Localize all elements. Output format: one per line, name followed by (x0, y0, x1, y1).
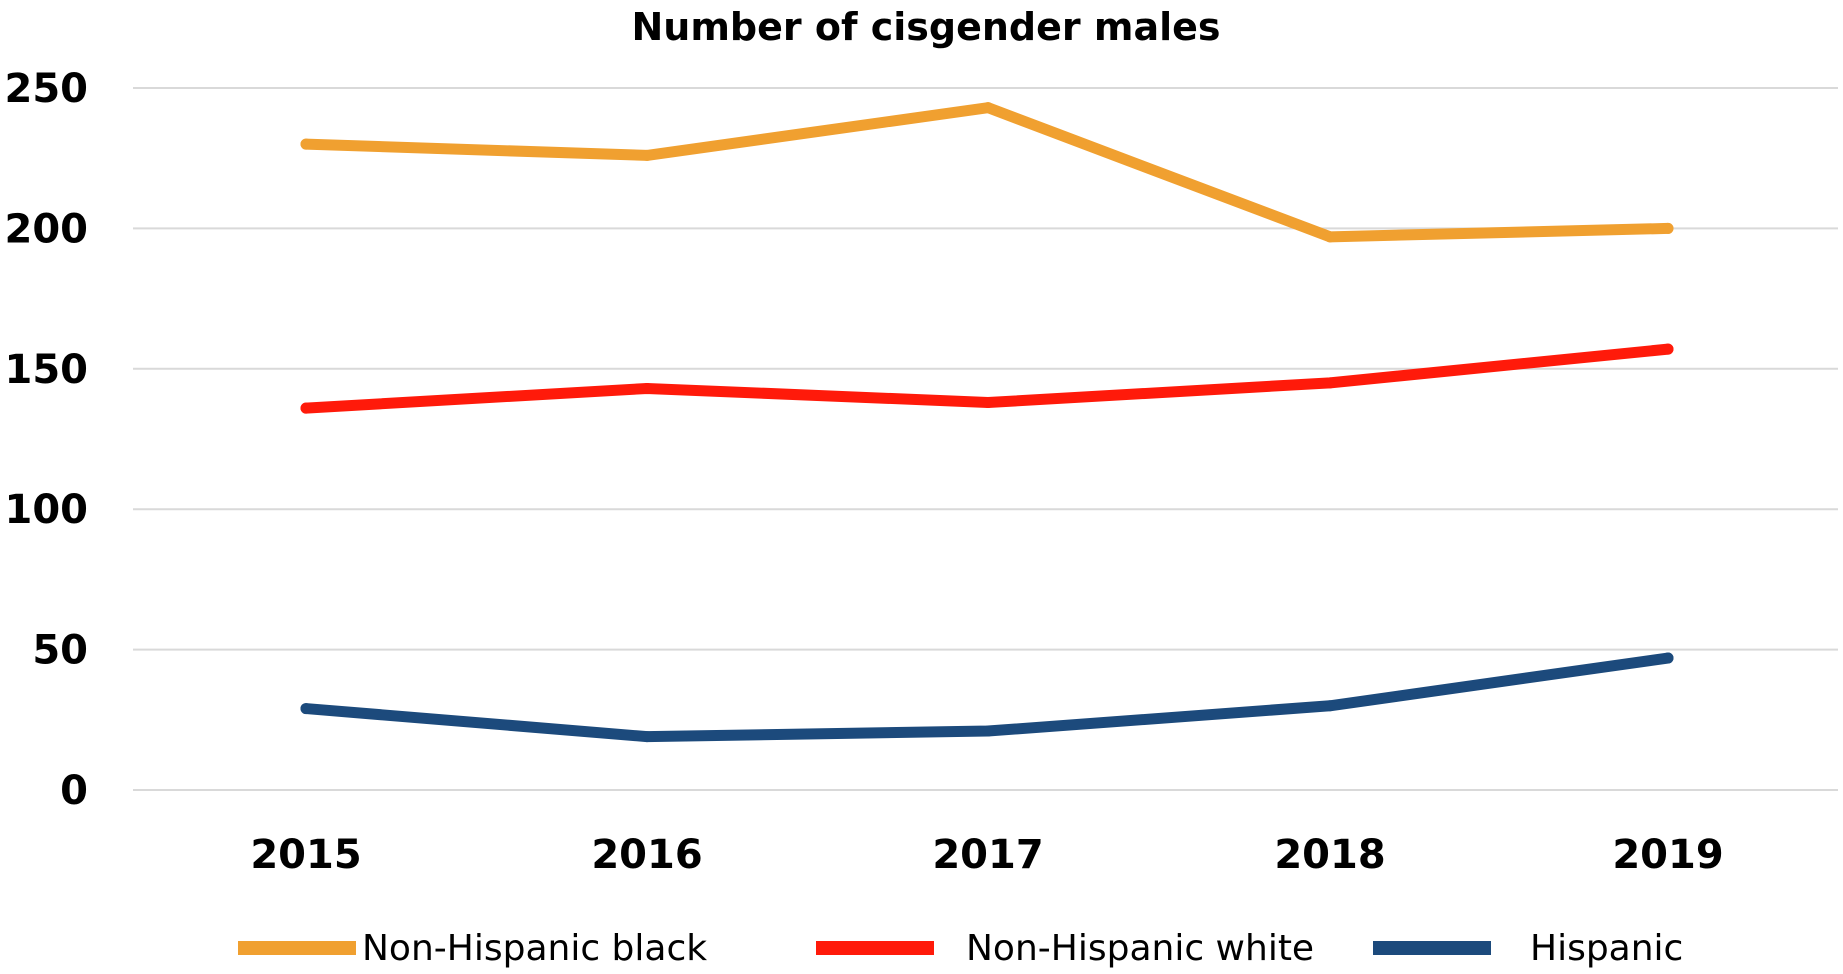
data-point (982, 396, 994, 408)
y-tick-label: 150 (5, 347, 89, 393)
y-tick-label: 50 (32, 628, 88, 674)
legend-swatch (238, 941, 356, 955)
x-tick-label: 2019 (1612, 832, 1723, 878)
data-point (300, 402, 312, 414)
legend-item: Non-Hispanic black (238, 928, 707, 969)
series-1 (300, 343, 1674, 414)
data-point (641, 382, 653, 394)
series-lines (300, 102, 1674, 743)
legend-label: Non-Hispanic black (362, 928, 707, 969)
chart-title: Number of cisgender males (631, 5, 1220, 49)
data-point (300, 138, 312, 150)
x-tick-label: 2016 (591, 832, 702, 878)
y-tick-label: 200 (5, 206, 89, 252)
legend-swatch (1373, 941, 1491, 955)
legend-swatch (816, 941, 934, 955)
data-point (1324, 377, 1336, 389)
data-point (982, 102, 994, 114)
y-axis-ticks: 0 50 100 150 200 250 (5, 66, 89, 814)
data-point (641, 731, 653, 743)
data-point (1662, 343, 1674, 355)
legend-item: Hispanic (1373, 928, 1683, 969)
legend-label: Non-Hispanic white (966, 928, 1314, 969)
series-0 (300, 102, 1674, 243)
data-point (1324, 700, 1336, 712)
data-point (300, 703, 312, 715)
gridlines (133, 87, 1838, 791)
data-point (641, 149, 653, 161)
series-2 (300, 652, 1674, 743)
y-tick-label: 250 (5, 66, 89, 112)
legend: Non-Hispanic black Non-Hispanic white Hisp… (238, 928, 1683, 969)
legend-label: Hispanic (1530, 928, 1683, 969)
series-line (300, 102, 1674, 243)
x-tick-label: 2018 (1274, 832, 1385, 878)
x-tick-label: 2017 (932, 832, 1043, 878)
x-tick-label: 2015 (250, 832, 361, 878)
data-point (1662, 222, 1674, 234)
y-tick-label: 0 (60, 768, 88, 814)
series-line (300, 652, 1674, 743)
data-point (1324, 231, 1336, 243)
data-point (982, 725, 994, 737)
data-point (1662, 652, 1674, 664)
legend-item: Non-Hispanic white (816, 928, 1314, 969)
x-axis-ticks: 2015 2016 2017 2018 2019 (250, 832, 1723, 878)
y-tick-label: 100 (5, 487, 89, 533)
